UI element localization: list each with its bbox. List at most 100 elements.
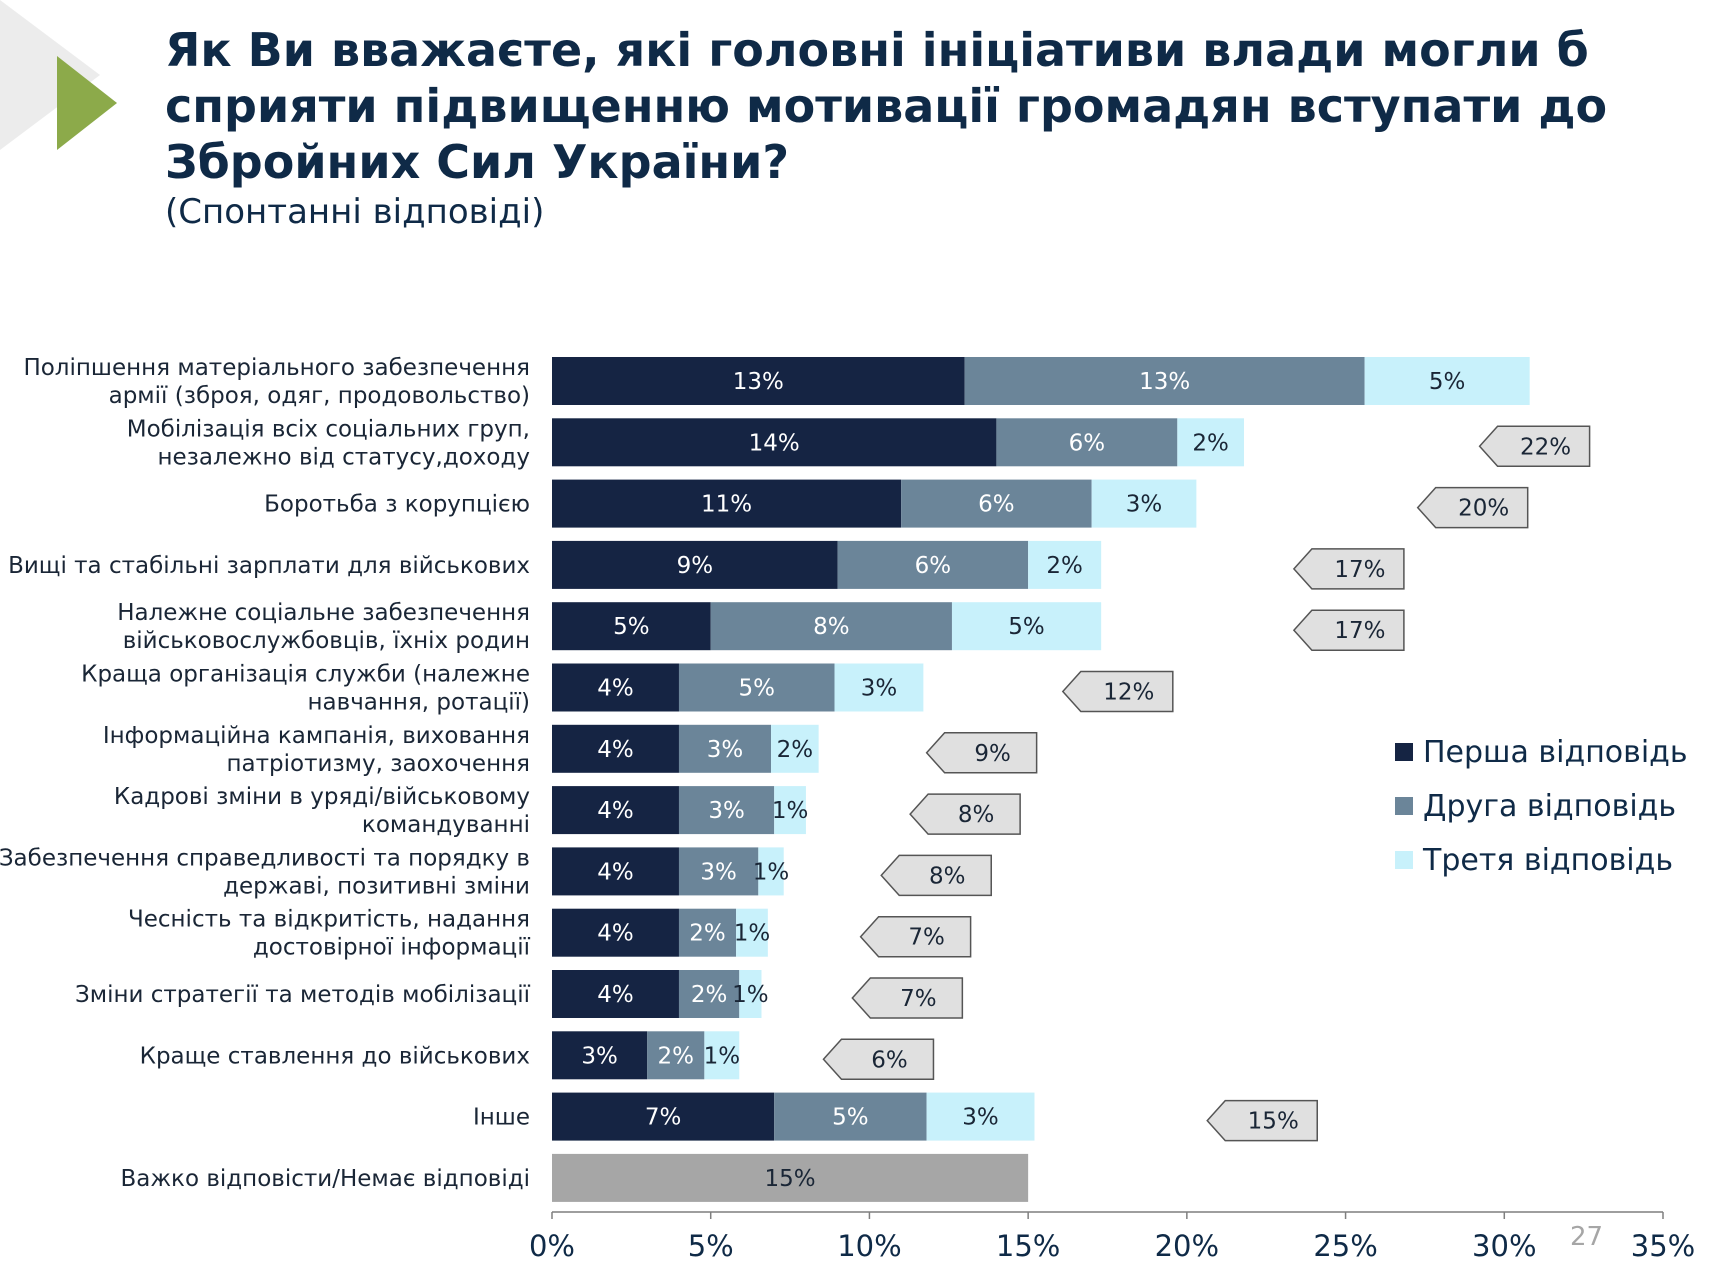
x-tick-label: 35%: [1631, 1229, 1695, 1262]
total-callout: [1061, 670, 1174, 713]
play-triangle-icon: [57, 56, 117, 150]
bar-segment-no-answer: [552, 1153, 1029, 1202]
bar-segment-second: [678, 970, 740, 1018]
total-callout: [1206, 1099, 1318, 1142]
bar-segment-first: [552, 970, 679, 1018]
bar-value-label: 5%: [613, 614, 650, 640]
category-label-line: Інше: [473, 1105, 530, 1131]
chart-legend: Перша відповідь Друга відповідь Третя ві…: [1395, 725, 1688, 887]
category-label-line: Належне соціальне забезпечення: [117, 600, 530, 626]
bar-value-label: 3%: [581, 1043, 618, 1069]
x-axis: 0% 5% 10% 15% 20% 25% 30% 35%: [529, 1211, 1695, 1262]
category-label-line: Кадрові зміни в уряді/військовому: [114, 784, 530, 810]
legend-label-first: Перша відповідь: [1423, 734, 1688, 770]
category-label: Краще ставлення до військових: [140, 1043, 530, 1069]
bar-segment-first: [552, 847, 679, 896]
bar-value-label: 3%: [708, 798, 745, 824]
total-value-label: 9%: [974, 741, 1011, 767]
bar-value-label: 1%: [772, 798, 809, 824]
total-callout: [925, 732, 1038, 774]
bar-segment-second: [678, 786, 775, 835]
bar-value-label: 6%: [978, 492, 1015, 518]
total-value-label: 7%: [908, 925, 945, 951]
chart-title: Як Ви вважаєте, які головні ініціативи в…: [165, 23, 1608, 189]
bar-segment-third: [926, 1092, 1035, 1141]
legend-item-third: Третя відповідь: [1395, 833, 1688, 887]
category-label-line: армії (зброя, одяг, продовольство): [109, 383, 530, 409]
bar-value-label: 6%: [915, 553, 952, 579]
category-label-line: державі, позитивні зміни: [223, 873, 530, 899]
category-label: Забезпечення справедливості та порядку в…: [0, 845, 530, 899]
total-callout: [1292, 548, 1405, 590]
bar-value-label: 5%: [1429, 369, 1466, 395]
category-label-line: військовослужбовців, їхніх родин: [123, 628, 530, 654]
category-label: Важко відповісти/Немає відповіді: [120, 1166, 530, 1192]
bar-segments: 13% 13% 5% 14% 6% 2% 11% 6% 3% 9% 6% 2% 5% 8% 5% 4% 5% 3%…: [552, 357, 1530, 1202]
bar-segment-first: [552, 786, 679, 835]
bar-value-label: 13%: [733, 369, 784, 395]
category-label: Вищі та стабільні зарплати для військови…: [8, 553, 530, 579]
bar-segment-second: [996, 418, 1178, 467]
x-tick-label: 20%: [1155, 1229, 1219, 1262]
total-value-label: 7%: [900, 986, 937, 1012]
bar-segment-third: [758, 847, 784, 896]
legend-swatch-first: [1395, 743, 1413, 761]
x-tick-label: 10%: [837, 1229, 901, 1262]
bar-value-label: 1%: [734, 921, 771, 947]
category-label-line: Зміни стратегії та методів мобілізації: [75, 982, 531, 1008]
bar-value-label: 2%: [777, 737, 814, 763]
category-label-line: навчання, ротації): [308, 690, 530, 716]
category-label-line: Вищі та стабільні зарплати для військови…: [8, 553, 530, 579]
category-label-line: командуванні: [362, 812, 530, 838]
bar-segment-third: [739, 970, 762, 1018]
bar-segment-second: [774, 1092, 927, 1141]
total-value-label: 15%: [1248, 1109, 1299, 1135]
bar-value-label: 2%: [1192, 430, 1229, 456]
bar-segment-second: [678, 847, 759, 896]
bar-value-label: 4%: [597, 676, 634, 702]
category-label: Мобілізація всіх соціальних груп, незалеж…: [127, 416, 530, 470]
bar-value-label: 3%: [1126, 492, 1163, 518]
bar-segment-third: [1028, 540, 1102, 589]
bar-segment-third: [736, 908, 768, 957]
bar-value-label: 2%: [689, 921, 726, 947]
total-callout: [1292, 609, 1405, 651]
total-callout: [859, 915, 972, 958]
category-labels: Поліпшення матеріального забезпечення арм…: [0, 355, 531, 1192]
bar-segment-first: [552, 418, 997, 467]
bar-segment-first: [552, 357, 965, 405]
legend-swatch-third: [1395, 851, 1413, 869]
category-label-line: Інформаційна кампанія, виховання: [103, 723, 530, 749]
bar-value-label: 3%: [707, 737, 744, 763]
bar-value-label: 15%: [765, 1166, 816, 1192]
bar-value-label: 13%: [1139, 369, 1190, 395]
category-label-line: патріотизму, заохочення: [227, 751, 530, 777]
bar-segment-second: [901, 479, 1092, 528]
bar-segment-first: [552, 1031, 648, 1080]
total-callout: [851, 977, 964, 1019]
total-value-label: 17%: [1334, 618, 1385, 644]
category-label: Боротьба з корупцією: [264, 492, 530, 518]
total-value-label: 8%: [929, 863, 966, 889]
bar-value-label: 3%: [700, 859, 737, 885]
bar-value-label: 11%: [701, 492, 752, 518]
bar-segment-third: [774, 786, 806, 835]
bar-segment-first: [552, 602, 711, 651]
page-number: 27: [1570, 1222, 1604, 1252]
bar-value-label: 8%: [813, 614, 850, 640]
total-callout: [1478, 425, 1591, 468]
bar-value-label: 3%: [962, 1105, 999, 1131]
bar-segment-second: [964, 357, 1365, 405]
x-tick-label: 15%: [996, 1229, 1060, 1262]
bar-value-label: 4%: [597, 921, 634, 947]
legend-item-second: Друга відповідь: [1395, 779, 1688, 833]
x-tick-label: 0%: [529, 1229, 575, 1262]
bar-value-label: 3%: [861, 676, 898, 702]
bar-segment-second: [710, 602, 952, 651]
bar-value-label: 1%: [704, 1043, 741, 1069]
category-label-line: Важко відповісти/Немає відповіді: [120, 1166, 530, 1192]
legend-label-third: Третя відповідь: [1423, 842, 1674, 878]
grey-wedge-shape: [0, 0, 100, 150]
bar-segment-second: [647, 1031, 705, 1080]
total-value-label: 8%: [958, 802, 995, 828]
